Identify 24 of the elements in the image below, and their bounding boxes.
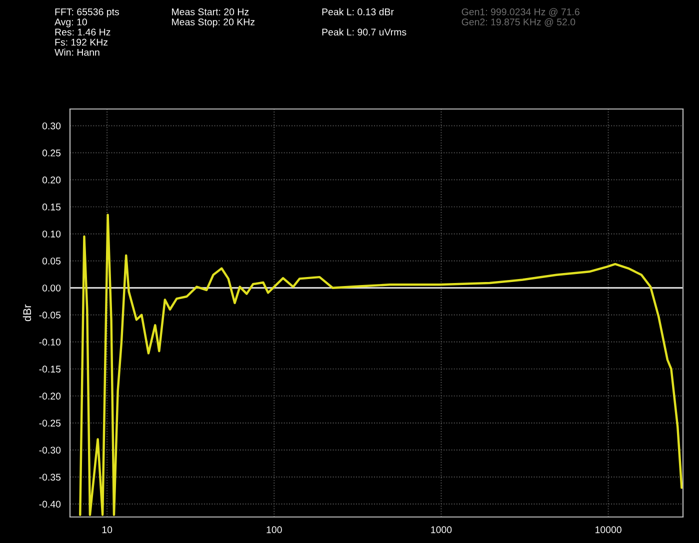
y-tick-label: -0.15 xyxy=(39,366,61,373)
y-tick-label: 0.25 xyxy=(42,150,61,156)
y-tick-label: 0.10 xyxy=(42,230,61,238)
y-tick-label: 0.20 xyxy=(42,176,61,184)
y-tick-label: -0.30 xyxy=(39,446,61,454)
text: Meas Start: 20 Hz Meas Stop: 20 KHz xyxy=(172,8,255,28)
y-tick-label: -0.25 xyxy=(39,420,61,427)
x-tick-label: 1000 xyxy=(431,526,452,534)
y-tick-label: -0.10 xyxy=(39,338,61,346)
y-tick-label: 0.15 xyxy=(42,204,61,210)
text: Gen1: 999.0234 Hz @ 71.6 Gen2: 19.875 KHz @ 52.0 xyxy=(462,8,580,27)
y-tick-label: 0.30 xyxy=(42,122,61,130)
y-tick-label: -0.40 xyxy=(39,500,61,508)
x-tick-label: 100 xyxy=(266,526,282,534)
y-tick-label: -0.05 xyxy=(39,312,61,319)
y-tick-label: -0.20 xyxy=(39,392,61,400)
x-tick-label: 10000 xyxy=(596,526,622,534)
y-axis-title: dBr xyxy=(22,304,32,322)
x-tick-label: 10 xyxy=(102,526,112,534)
y-tick-label: -0.35 xyxy=(39,474,61,481)
y-tick-label: 0.05 xyxy=(42,258,61,264)
text: FFT: 65536 pts Avg: 10 Res: 1.46 Hz Fs: 192 KHz Win: Hann xyxy=(54,8,120,56)
text: Peak L: 0.13 dBr Peak L: 90.7 uVrms xyxy=(322,8,406,36)
y-tick-label: 0.00 xyxy=(42,284,61,292)
